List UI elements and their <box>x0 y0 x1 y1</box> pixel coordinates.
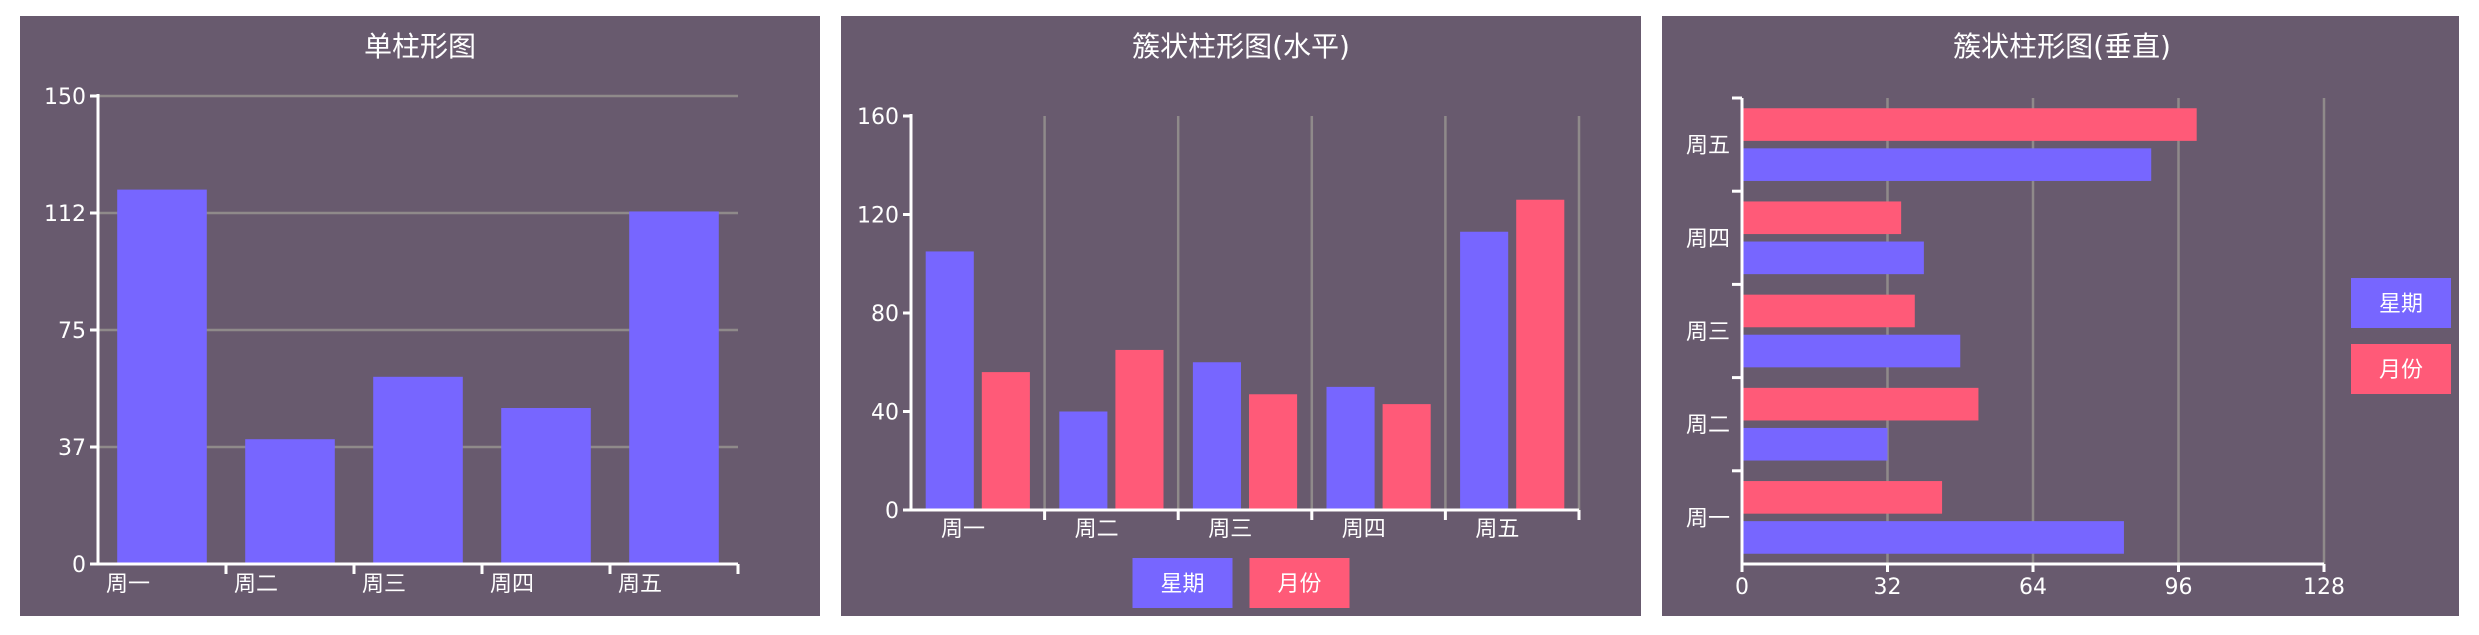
bar <box>1742 387 1979 421</box>
y-tick-label: 周三 <box>1686 320 1730 345</box>
bar <box>981 372 1030 510</box>
x-tick-label: 32 <box>1874 575 1902 600</box>
bar <box>117 189 207 564</box>
legend-swatch <box>1249 558 1350 608</box>
y-tick-label: 37 <box>58 436 86 461</box>
bar <box>1742 294 1915 328</box>
clustered-bar-vertical-panel: 簇状柱形图(垂直) 0 32 64 96 128 周一 周二 周三 周四 周五星期月份 <box>1662 16 2459 616</box>
x-tick-label: 周一 <box>941 517 985 542</box>
bar <box>1742 108 2197 141</box>
bar <box>925 251 974 510</box>
legend-label: 星期 <box>1160 572 1204 597</box>
y-tick-label: 0 <box>72 553 86 578</box>
x-tick-label: 96 <box>2165 575 2193 600</box>
bar <box>1742 241 1924 275</box>
bar <box>1742 427 1888 461</box>
x-tick-label: 周四 <box>1342 517 1386 542</box>
y-tick-label: 160 <box>857 105 899 130</box>
legend-label: 月份 <box>1277 572 1321 597</box>
clustered-bar-horizontal-panel: 簇状柱形图(水平) 0 40 80 120 160 周一 周二 周三 周四 周五星期 月份 <box>841 16 1641 616</box>
bar <box>501 408 591 564</box>
chart-title: 单柱形图 <box>364 30 476 63</box>
y-tick-label: 80 <box>871 302 899 327</box>
chart-title: 簇状柱形图(垂直) <box>1953 30 2171 63</box>
y-tick-label: 150 <box>44 85 86 110</box>
bar <box>1249 394 1298 510</box>
x-tick-label: 128 <box>2303 575 2345 600</box>
bar <box>1192 362 1241 510</box>
legend-swatch <box>1132 558 1233 608</box>
x-tick-label: 周四 <box>490 572 534 597</box>
legend-label: 星期 <box>2379 292 2423 317</box>
bar <box>1742 481 1943 514</box>
y-tick-label: 周一 <box>1686 506 1730 531</box>
x-tick-label: 周五 <box>1475 517 1519 542</box>
legend-swatch <box>2351 278 2451 328</box>
y-tick-label: 75 <box>58 319 86 344</box>
x-tick-label: 0 <box>1735 575 1749 600</box>
bar <box>1326 386 1375 510</box>
y-tick-label: 120 <box>857 204 899 229</box>
bar <box>245 439 335 564</box>
bar <box>1742 521 2124 554</box>
y-tick-label: 周四 <box>1686 227 1730 252</box>
x-tick-label: 64 <box>2019 575 2047 600</box>
x-tick-label: 周三 <box>362 572 406 597</box>
y-tick-label: 112 <box>44 202 86 227</box>
single-bar-chart-panel: 单柱形图 0 37 75 112 150 周一 周二 周三 周四 周五 <box>20 16 820 616</box>
x-tick-label: 周二 <box>1075 517 1119 542</box>
bar <box>1460 231 1509 511</box>
x-tick-label: 周一 <box>106 572 150 597</box>
legend-label: 月份 <box>2379 358 2423 383</box>
bar <box>1382 404 1431 510</box>
bar <box>629 211 719 564</box>
bar <box>1742 148 2152 181</box>
single-bar-chart: 单柱形图 0 37 75 112 150 周一 周二 周三 周四 周五 <box>44 30 740 597</box>
y-tick-label: 周二 <box>1686 413 1730 438</box>
legend-swatch <box>2351 344 2451 394</box>
bar <box>1115 349 1164 510</box>
bar <box>373 376 463 564</box>
y-tick-label: 0 <box>885 499 899 524</box>
bar <box>1742 334 1961 368</box>
x-tick-label: 周二 <box>234 572 278 597</box>
bar <box>1516 199 1565 510</box>
x-tick-label: 周三 <box>1208 517 1252 542</box>
y-tick-label: 周五 <box>1686 134 1730 159</box>
chart-title: 簇状柱形图(水平) <box>1132 30 1350 63</box>
bar <box>1742 201 1902 235</box>
x-tick-label: 周五 <box>618 572 662 597</box>
bar <box>1059 411 1108 510</box>
y-tick-label: 40 <box>871 401 899 426</box>
